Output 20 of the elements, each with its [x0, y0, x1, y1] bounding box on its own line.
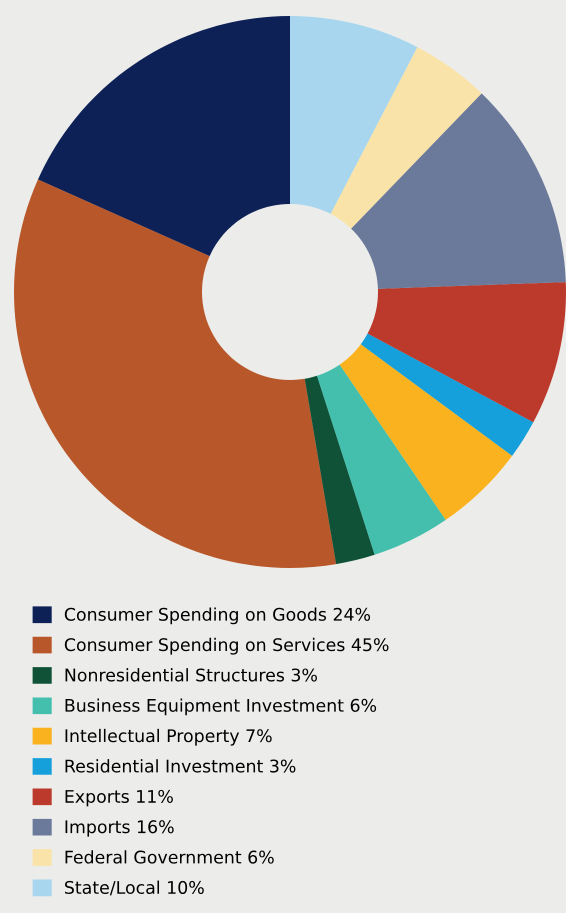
donut-slice	[38, 16, 290, 256]
legend-label: Federal Government 6%	[66, 850, 274, 864]
legend-label: Nonresidential Structures 3%	[66, 668, 317, 682]
donut-slice	[330, 47, 482, 229]
donut-slice	[351, 93, 566, 289]
legend-label: Consumer Spending on Goods 24%	[64, 607, 370, 624]
legend-label: Residential Investment 3%	[66, 759, 296, 773]
donut-slice	[316, 364, 446, 555]
donut-slice	[368, 282, 566, 422]
donut-slice	[14, 180, 336, 568]
legend-label: Business Equipment Investment 6%	[66, 698, 376, 716]
donut-slice	[290, 16, 418, 214]
legend-label: Consumer Spending on Services 45%	[64, 638, 389, 655]
donut-slice	[304, 376, 375, 564]
donut-slice	[340, 344, 512, 520]
legend-label: Exports 11%	[66, 790, 173, 806]
donut-slice	[360, 334, 534, 456]
legend-label: Intellectual Property 7%	[66, 728, 272, 746]
legend-label: State/Local 10%	[65, 880, 204, 896]
legend-label: Imports 16%	[66, 820, 174, 837]
